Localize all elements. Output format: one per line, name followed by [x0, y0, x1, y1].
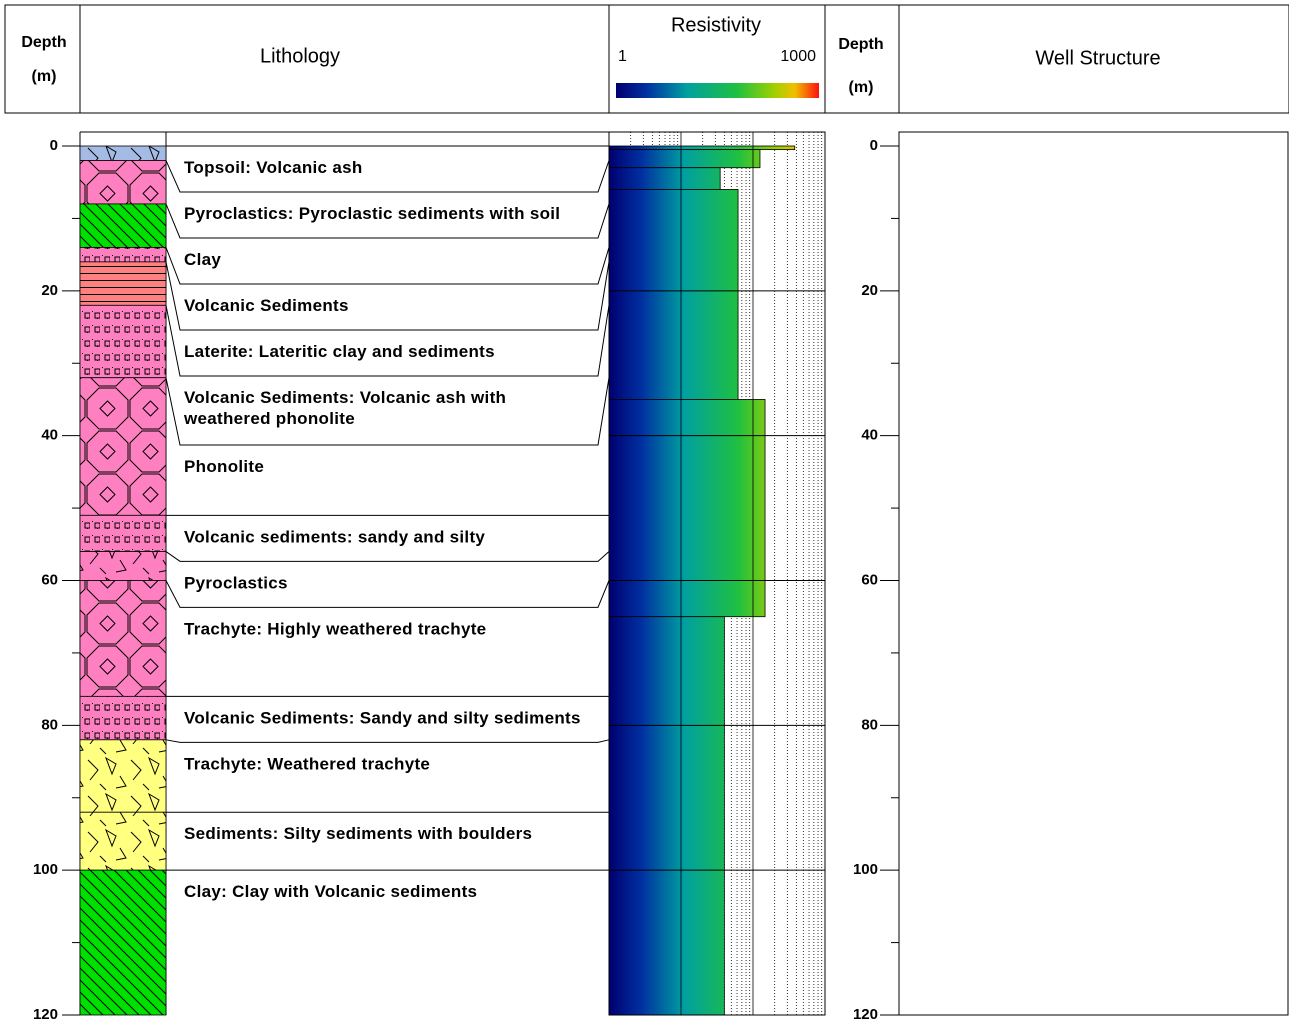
layer-pattern [80, 812, 166, 871]
layer-pattern [80, 247, 166, 262]
leader-line [165, 551, 610, 562]
resistivity-bar [608, 149, 761, 169]
layer-pattern [80, 146, 166, 161]
frame [898, 131, 1289, 1016]
resistivity-bar [608, 189, 739, 400]
layer-pattern [80, 515, 166, 552]
depth-label: 0 [50, 137, 58, 154]
layer-label: Volcanic Sediments: Volcanic ash with we… [183, 388, 511, 428]
layer-pattern [80, 261, 166, 306]
layer-label: Clay [184, 250, 221, 269]
layer-pattern [80, 551, 166, 581]
depth-label: 40 [41, 427, 58, 444]
depth-label: 60 [41, 571, 58, 588]
layer-pattern [80, 305, 166, 378]
layer-label: Laterite: Lateritic clay and sediments [184, 342, 495, 361]
leader-line [165, 247, 610, 285]
header-well: Well Structure [1035, 47, 1160, 69]
layer-pattern [80, 870, 166, 1015]
layer-label: Volcanic Sediments: Sandy and silty sedi… [184, 709, 581, 728]
layer-label: Phonolite [184, 457, 264, 476]
layer-pattern [80, 203, 166, 248]
leader-line [165, 739, 610, 743]
resistivity-bar [608, 145, 796, 151]
leader-line [165, 580, 610, 608]
layer-label: Trachyte: Weathered trachyte [184, 755, 430, 774]
header-depth: Depth [838, 36, 883, 53]
header-unit: (m) [32, 68, 57, 85]
layer-pattern [80, 580, 166, 697]
resistivity-bar [608, 167, 721, 190]
layer-label: Volcanic Sediments [184, 296, 349, 315]
depth-label: 120 [853, 1006, 878, 1023]
color-bar [616, 83, 819, 98]
colorbar-max: 1000 [780, 48, 816, 65]
leader-line [165, 305, 610, 377]
depth-label: 100 [33, 861, 58, 878]
layer-pattern [80, 696, 166, 740]
resistivity-bar [608, 616, 725, 1016]
depth-label: 0 [870, 137, 878, 154]
header-resistivity: Resistivity [671, 14, 761, 36]
layer-pattern [80, 377, 166, 516]
depth-label: 80 [41, 716, 58, 733]
header-depth: Depth [21, 34, 66, 51]
layer-pattern [80, 739, 166, 813]
layer-label: Sediments: Silty sediments with boulders [184, 825, 532, 844]
leader-line [165, 261, 610, 331]
leader-line [165, 160, 610, 193]
layer-label: Pyroclastics: Pyroclastic sediments with… [184, 204, 560, 223]
layer-pattern [80, 160, 166, 204]
layer-label: Trachyte: Highly weathered trachyte [184, 620, 486, 639]
layer-label: Pyroclastics [184, 574, 288, 593]
layer-label: Topsoil: Volcanic ash [184, 158, 363, 177]
depth-label: 40 [861, 427, 878, 444]
leader-line [165, 377, 610, 446]
depth-label: 120 [33, 1006, 58, 1023]
header-unit: (m) [849, 79, 874, 96]
depth-label: 80 [861, 716, 878, 733]
header-lithology: Lithology [260, 45, 340, 67]
depth-label: 20 [41, 282, 58, 299]
layer-label: Clay: Clay with Volcanic sediments [184, 883, 477, 902]
leader-line [165, 203, 610, 239]
depth-label: 20 [861, 282, 878, 299]
layer-label: Volcanic sediments: sandy and silty [184, 528, 485, 547]
header-frame [4, 4, 1289, 114]
resistivity-bar [608, 399, 766, 618]
header [4, 4, 1289, 114]
depth-label: 100 [853, 861, 878, 878]
depth-label: 60 [861, 571, 878, 588]
colorbar-min: 1 [618, 48, 627, 65]
log-body: Topsoil: Volcanic ash Pyroclastics: Pyroc… [33, 131, 1289, 1023]
